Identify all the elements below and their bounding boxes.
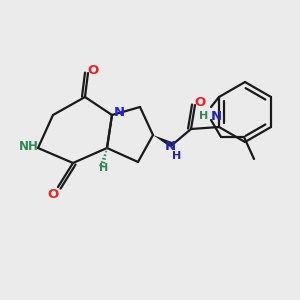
Text: O: O — [194, 97, 206, 110]
Text: N: N — [211, 110, 222, 122]
Text: H: H — [99, 163, 109, 173]
Text: N: N — [164, 140, 175, 152]
Text: O: O — [47, 188, 58, 200]
Text: H: H — [200, 111, 208, 121]
Polygon shape — [153, 135, 173, 148]
Text: N: N — [113, 106, 124, 119]
Text: H: H — [172, 151, 182, 161]
Text: NH: NH — [19, 140, 39, 154]
Text: O: O — [87, 64, 99, 77]
